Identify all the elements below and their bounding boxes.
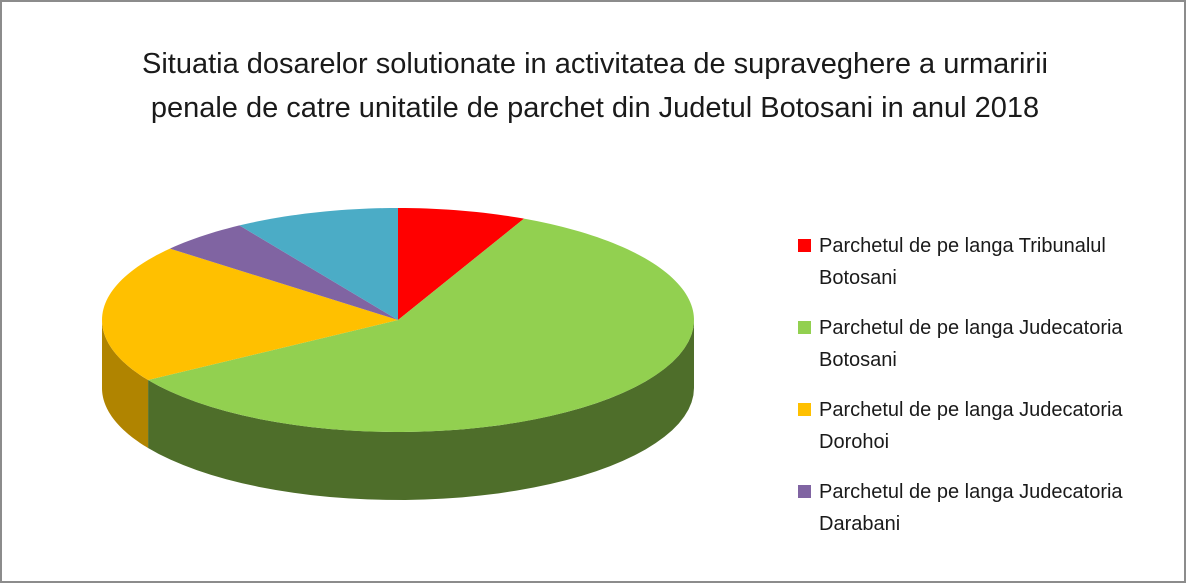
legend-label: Parchetul de pe langa Judecatoria Doroho… xyxy=(819,399,1123,453)
legend-item: Parchetul de pe langa Judecatoria Botosa… xyxy=(798,312,1148,376)
legend-swatch xyxy=(798,403,811,416)
legend-swatch xyxy=(798,485,811,498)
pie-slice xyxy=(148,218,694,432)
pie-slice xyxy=(398,208,525,320)
pie-slice xyxy=(169,225,398,320)
legend-swatch xyxy=(798,321,811,334)
legend-label: Parchetul de pe langa Judecatoria Daraba… xyxy=(819,481,1123,535)
legend-label: Parchetul de pe langa Judecatoria Botosa… xyxy=(819,317,1123,371)
pie-slice xyxy=(102,248,399,381)
legend-label: Parchetul de pe langa Tribunalul Botosan… xyxy=(819,235,1106,289)
chart-title: Situatia dosarelor solutionate in activi… xyxy=(142,48,1048,124)
pie-slice xyxy=(239,208,398,320)
legend-item: Parchetul de pe langa Judecatoria Daraba… xyxy=(798,476,1148,540)
legend-swatch xyxy=(798,239,811,252)
legend-item: Parchetul de pe langa Tribunalul Botosan… xyxy=(798,230,1148,294)
pie-side xyxy=(102,320,149,449)
legend-item: Parchetul de pe langa Judecatoria Doroho… xyxy=(798,394,1148,458)
pie-side xyxy=(148,320,695,500)
